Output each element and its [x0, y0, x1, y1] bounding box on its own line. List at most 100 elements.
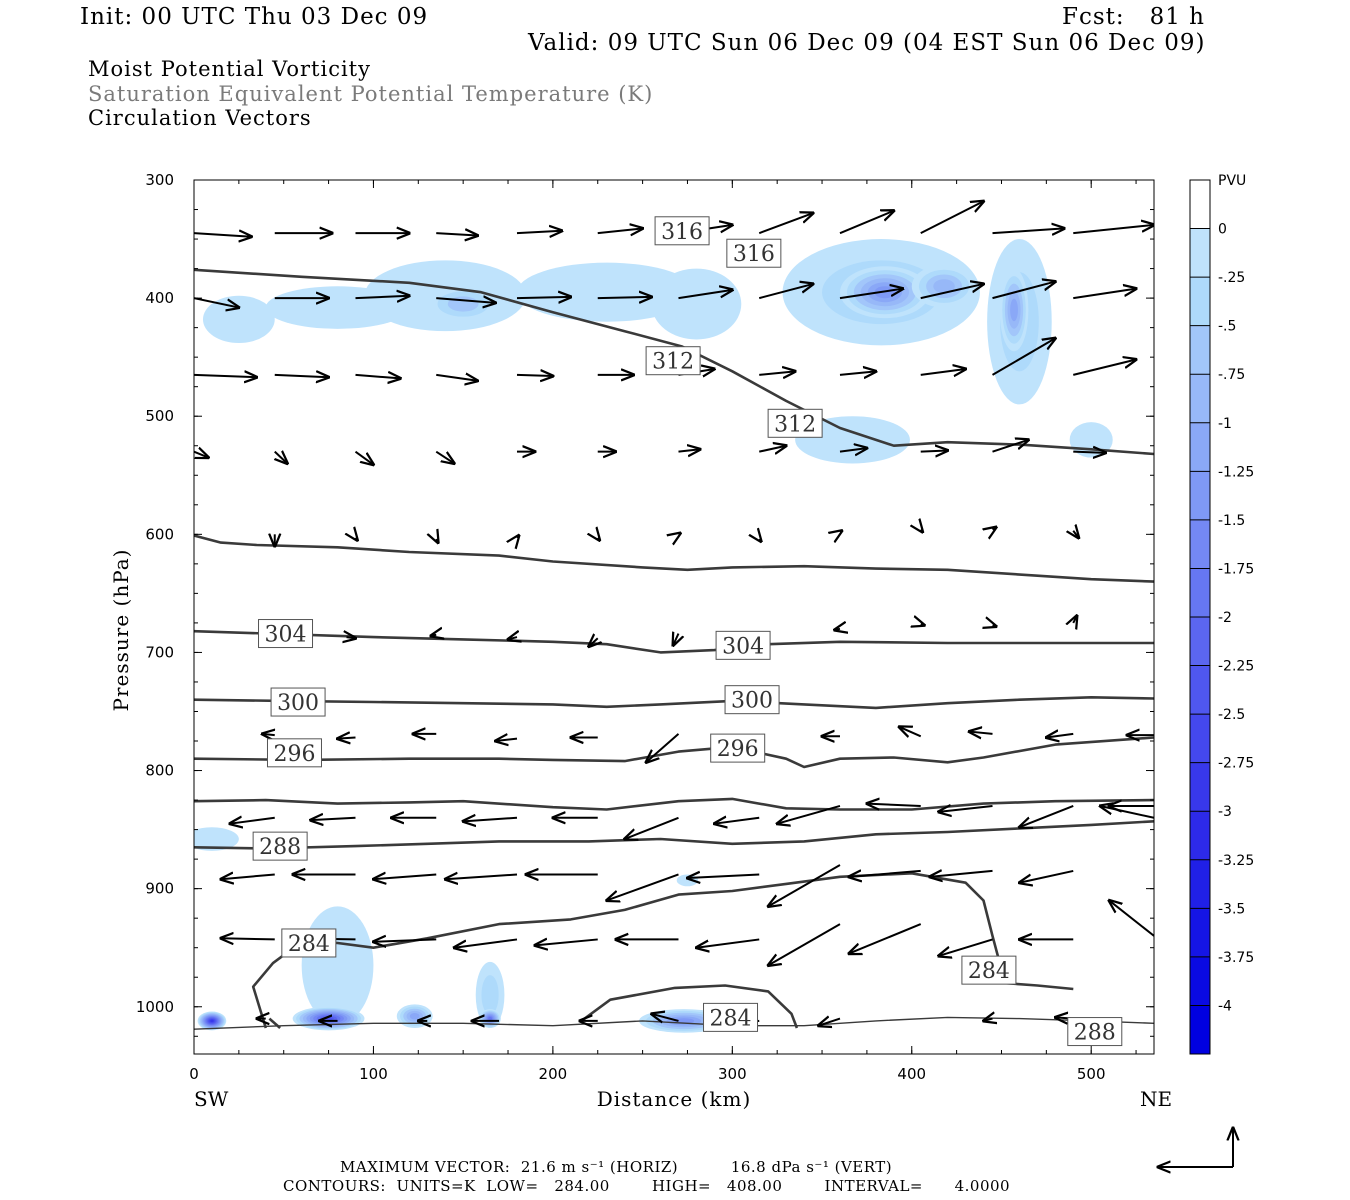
circulation-vector: [673, 634, 678, 646]
colorbar-swatch: [1190, 229, 1210, 278]
circulation-vector: [840, 531, 842, 532]
circulation-vector: [311, 818, 356, 820]
reference-vector-icon: [1158, 1128, 1233, 1167]
theta-contour: [194, 697, 1154, 708]
contour-label: 284: [710, 1006, 752, 1031]
x-axis-label: Distance (km): [597, 1087, 752, 1111]
colorbar-swatch: [1190, 666, 1210, 715]
y-tick-label: 700: [145, 643, 174, 661]
colorbar-label: -2: [1218, 610, 1232, 626]
pv-blob: [410, 1013, 420, 1019]
circulation-vector: [899, 727, 921, 736]
colorbar-swatch: [1190, 860, 1210, 909]
colorbar-swatch: [1190, 908, 1210, 957]
y-tick-label: 600: [145, 525, 174, 543]
circulation-vector: [598, 228, 643, 233]
circulation-vector: [759, 371, 795, 375]
y-tick-label: 900: [145, 880, 174, 898]
pv-blob: [1010, 299, 1018, 322]
pv-blob: [302, 906, 374, 1024]
circulation-vector: [867, 804, 921, 806]
circulation-vector: [436, 375, 477, 381]
colorbar-label: -2.25: [1218, 659, 1254, 675]
circulation-vector: [275, 375, 329, 377]
circulation-vector: [759, 539, 761, 541]
colorbar-swatch: [1190, 180, 1210, 229]
circulation-vector: [993, 527, 997, 529]
circulation-vector: [463, 818, 517, 822]
circulation-vector: [338, 737, 356, 738]
circulation-vector: [696, 939, 759, 947]
colorbar-swatch: [1190, 811, 1210, 860]
circulation-vector: [849, 924, 921, 954]
circulation-vector: [517, 375, 553, 376]
circulation-vector: [436, 452, 454, 464]
circulation-vector: [835, 629, 840, 630]
colorbar-swatch: [1190, 423, 1210, 472]
circulation-vector: [678, 449, 700, 451]
circulation-vector: [508, 637, 517, 639]
colorbar-swatch: [1190, 326, 1210, 375]
circulation-vector: [1019, 806, 1073, 827]
colorbar-label: -1.5: [1218, 513, 1245, 529]
circulation-vector: [221, 874, 275, 879]
circulation-vector: [517, 536, 519, 538]
circulation-vector: [221, 938, 275, 939]
circulation-vector: [1073, 531, 1078, 538]
theta-contour: [194, 799, 1154, 810]
contour-label: 284: [288, 932, 330, 957]
circulation-vector: [840, 371, 876, 375]
circulation-vector: [993, 625, 997, 626]
contour-label: 304: [265, 623, 307, 648]
colorbar-label: -4: [1218, 998, 1232, 1014]
pv-blob: [677, 874, 699, 886]
circulation-vector: [373, 874, 436, 879]
colorbar-swatch: [1190, 617, 1210, 666]
circulation-vector: [840, 211, 894, 233]
circulation-vector: [194, 233, 251, 237]
colorbar-label: -1.25: [1218, 464, 1254, 480]
colorbar-swatch: [1190, 374, 1210, 423]
colorbar-label: -.5: [1218, 319, 1236, 335]
circulation-vector: [921, 450, 948, 451]
contour-label: 284: [968, 959, 1010, 984]
colorbar-label: -3.25: [1218, 853, 1254, 869]
circulation-vector: [436, 233, 477, 235]
ne-label: NE: [1140, 1087, 1172, 1111]
x-tick-label: 200: [539, 1065, 568, 1083]
colorbar-label: -2.75: [1218, 756, 1254, 772]
colorbar-swatch: [1190, 1005, 1210, 1054]
circulation-vector: [921, 369, 966, 375]
contour-label: 300: [277, 691, 319, 716]
circulation-vector: [275, 452, 288, 464]
y-axis-label: Pressure (hPa): [109, 549, 133, 712]
circulation-vector: [262, 734, 275, 735]
theta-contour: [194, 738, 1154, 768]
colorbar-label: -3.75: [1218, 950, 1254, 966]
colorbar-swatch: [1190, 957, 1210, 1006]
circulation-vector: [1019, 871, 1073, 883]
x-tick-label: 0: [189, 1065, 199, 1083]
circulation-vector: [625, 818, 679, 839]
pv-blob: [652, 269, 742, 340]
colorbar-unit: PVU: [1218, 173, 1246, 189]
circulation-vector: [517, 231, 562, 233]
circulation-vector: [598, 297, 652, 298]
pv-blob: [488, 1017, 492, 1020]
circulation-vector: [598, 538, 600, 540]
circulation-vector: [993, 228, 1065, 233]
contour-label: 316: [661, 220, 703, 245]
colorbar-label: -1.75: [1218, 561, 1254, 577]
circulation-vector: [921, 530, 923, 532]
circulation-vector: [194, 452, 208, 458]
circulation-vector: [1073, 452, 1105, 453]
circulation-vector: [930, 871, 993, 877]
circulation-vector: [230, 818, 275, 824]
circulation-vector: [355, 452, 373, 465]
colorbar-label: -3.5: [1218, 901, 1245, 917]
contour-label: 304: [722, 634, 764, 659]
contour-label: 288: [259, 835, 301, 860]
contour-label: 296: [717, 737, 759, 762]
circulation-vector: [436, 539, 438, 543]
circulation-vector: [517, 297, 571, 298]
